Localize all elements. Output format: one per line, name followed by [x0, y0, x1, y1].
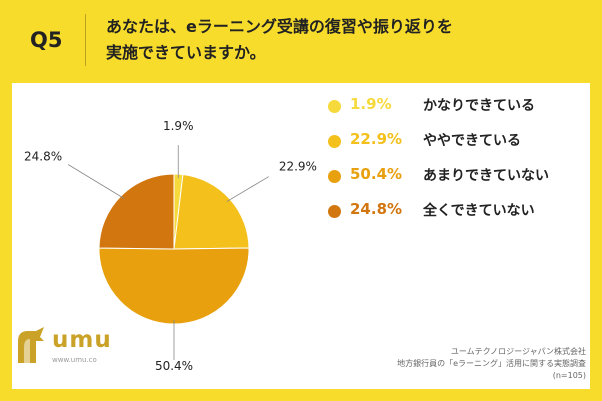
header-divider	[85, 14, 86, 66]
legend-label: かなりできている	[423, 98, 535, 114]
legend-swatch	[328, 170, 341, 183]
data-label-4: 24.8%	[24, 149, 62, 163]
legend-swatch	[328, 100, 341, 113]
question-number: Q5	[30, 28, 63, 52]
leader-line-4	[67, 164, 125, 199]
legend-percent: 50.4%	[350, 165, 403, 183]
source-line-3: (n=105)	[552, 371, 586, 380]
pie-slice-4	[98, 173, 175, 250]
legend-percent: 22.9%	[350, 130, 403, 148]
data-label-1: 1.9%	[163, 119, 194, 133]
logo-text: umu	[52, 327, 112, 353]
source-line-2: 地方銀行員の「eラーニング」活用に関する実態調査	[397, 359, 586, 368]
logo-url: www.umu.co	[52, 356, 97, 364]
umu-logo: umu www.umu.co	[14, 325, 124, 385]
legend-percent: 24.8%	[350, 200, 403, 218]
question-line-1: あなたは、eラーニング受講の復習や振り返りを	[106, 17, 453, 36]
pie-slice-3	[98, 247, 250, 325]
legend-percent: 1.9%	[350, 95, 392, 113]
legend-swatch	[328, 205, 341, 218]
question-line-2: 実施できていますか。	[106, 43, 266, 62]
legend-label: あまりできていない	[423, 168, 549, 184]
legend-label: 全くできていない	[423, 203, 535, 219]
leader-line-2	[226, 176, 270, 202]
source-line-1: ユームテクノロジージャパン株式会社	[450, 347, 586, 356]
source-note: ユームテクノロジージャパン株式会社 地方銀行員の「eラーニング」活用に関する実態…	[397, 346, 586, 382]
question-text: あなたは、eラーニング受講の復習や振り返りを 実施できていますか。	[106, 14, 576, 66]
data-label-2: 22.9%	[279, 160, 317, 174]
header: Q5 あなたは、eラーニング受講の復習や振り返りを 実施できていますか。	[0, 0, 602, 80]
legend-swatch	[328, 135, 341, 148]
data-label-3: 50.4%	[155, 359, 193, 373]
umu-logo-icon	[18, 327, 44, 363]
pie-slice-2	[173, 173, 250, 250]
legend-label: ややできている	[423, 133, 521, 149]
